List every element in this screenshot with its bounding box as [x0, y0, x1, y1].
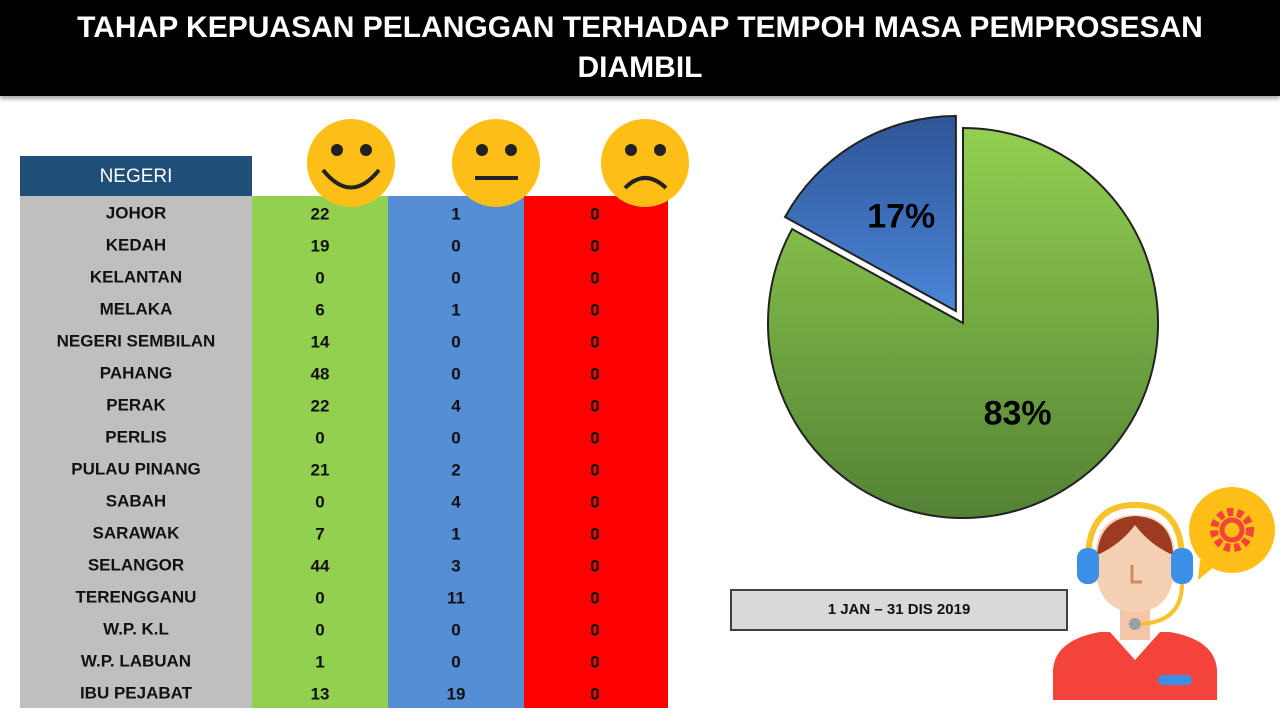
neutral-column	[388, 196, 524, 708]
state-name: W.P. LABUAN	[81, 651, 191, 670]
neutral-count: 0	[451, 620, 460, 639]
happy-count: 21	[311, 460, 330, 479]
sad-count: 0	[590, 492, 599, 511]
page-title: TAHAP KEPUASAN PELANGGAN TERHADAP TEMPOH…	[77, 11, 1203, 84]
happy-count: 1	[315, 652, 324, 671]
happy-count: 14	[311, 332, 330, 351]
happy-count: 19	[311, 236, 330, 255]
sad-count: 0	[590, 236, 599, 255]
title-bar: TAHAP KEPUASAN PELANGGAN TERHADAP TEMPOH…	[0, 0, 1280, 96]
state-name: W.P. K.L	[103, 619, 169, 638]
sad-count: 0	[590, 652, 599, 671]
slice-label: 83%	[984, 394, 1052, 432]
neutral-count: 3	[451, 556, 460, 575]
sad-face	[601, 119, 689, 207]
state-name: JOHOR	[106, 203, 166, 222]
happy-count: 0	[315, 620, 324, 639]
state-name: SARAWAK	[93, 523, 181, 542]
happy-count: 6	[315, 300, 324, 319]
sad-count: 0	[590, 428, 599, 447]
neutral-count: 0	[451, 236, 460, 255]
table-header: NEGERI	[100, 166, 173, 187]
sad-count: 0	[590, 300, 599, 319]
state-name: PERLIS	[105, 427, 166, 446]
neutral-count: 1	[451, 204, 460, 223]
sad-count: 0	[590, 204, 599, 223]
date-box	[730, 589, 1068, 631]
neutral-count: 1	[451, 524, 460, 543]
slice-label: 17%	[867, 198, 935, 236]
pie-slice	[783, 114, 957, 313]
neutral-count: 0	[451, 268, 460, 287]
happy-face	[307, 119, 395, 207]
state-name: KELANTAN	[90, 267, 182, 286]
sad-count: 0	[590, 268, 599, 287]
sad-count: 0	[590, 684, 599, 703]
sad-count: 0	[590, 396, 599, 415]
sad-column	[524, 196, 668, 708]
date-label: 1 JAN – 31 DIS 2019	[828, 601, 971, 618]
neutral-count: 4	[451, 492, 461, 511]
state-name: SELANGOR	[88, 555, 184, 574]
happy-count: 22	[311, 396, 330, 415]
neutral-count: 1	[451, 300, 460, 319]
neutral-face	[452, 119, 540, 207]
state-name: TERENGGANU	[76, 587, 197, 606]
pie-slice	[767, 126, 1159, 519]
header-cell	[20, 156, 252, 196]
neutral-count: 0	[451, 428, 460, 447]
sad-count: 0	[590, 524, 599, 543]
happy-count: 13	[311, 684, 330, 703]
state-name: IBU PEJABAT	[80, 683, 193, 702]
neutral-count: 0	[451, 364, 460, 383]
neutral-count: 4	[451, 396, 461, 415]
pie-chart: 83% 17%	[767, 114, 1159, 519]
sad-count: 0	[590, 332, 599, 351]
happy-count: 48	[311, 364, 330, 383]
neutral-count: 11	[447, 588, 465, 607]
state-name: KEDAH	[106, 235, 166, 254]
happy-count: 0	[315, 428, 324, 447]
state-name: PERAK	[106, 395, 166, 414]
state-name: SABAH	[106, 491, 166, 510]
happy-count: 44	[311, 556, 330, 575]
agent-icon	[1053, 487, 1275, 700]
neutral-count: 2	[451, 460, 460, 479]
sad-count: 0	[590, 620, 599, 639]
neutral-count: 0	[451, 652, 460, 671]
state-name: NEGERI SEMBILAN	[57, 331, 216, 350]
happy-count: 0	[315, 492, 324, 511]
neutral-count: 0	[451, 332, 460, 351]
happy-count: 22	[311, 204, 330, 223]
sad-count: 0	[590, 364, 599, 383]
happy-count: 7	[315, 524, 324, 543]
happy-count: 0	[315, 588, 324, 607]
sad-count: 0	[590, 556, 599, 575]
state-name: PAHANG	[100, 363, 172, 382]
neutral-count: 19	[447, 684, 466, 703]
sad-count: 0	[590, 588, 599, 607]
happy-count: 0	[315, 268, 324, 287]
state-name: MELAKA	[100, 299, 173, 318]
name-column	[20, 196, 252, 708]
state-name: PULAU PINANG	[71, 459, 200, 478]
happy-column	[252, 196, 388, 708]
sad-count: 0	[590, 460, 599, 479]
